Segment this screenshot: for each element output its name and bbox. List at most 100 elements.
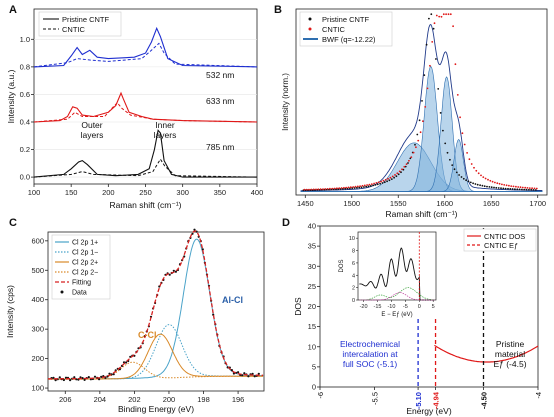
- b-pristine-point: [474, 183, 477, 185]
- c-data-point: [237, 371, 240, 374]
- b-pristine-point: [504, 187, 507, 190]
- a-label-633: 633 nm: [206, 96, 234, 106]
- d-x-tick-label: -5.10: [414, 392, 423, 409]
- b-cntic-point: [519, 186, 522, 189]
- b-x-axis-label: Raman shift (cm⁻¹): [385, 209, 457, 219]
- c-y-tick-label: 300: [31, 325, 44, 334]
- c-data-point: [79, 376, 82, 379]
- c-x-tick-label: 198: [197, 395, 210, 404]
- c-data-point: [257, 372, 260, 375]
- c-data-point: [251, 372, 254, 375]
- b-pristine-point: [400, 171, 402, 174]
- a-y-tick-label: 0.4: [20, 117, 30, 126]
- b-x-tick-label: 1650: [483, 199, 500, 208]
- a-label-785: 785 nm: [206, 142, 234, 152]
- c-y-tick-label: 400: [31, 295, 44, 304]
- d-inset-x-tick-label: 5: [432, 304, 435, 310]
- b-pristine-point: [414, 143, 416, 146]
- d-y-tick-label: 35: [308, 242, 316, 251]
- b-pristine-point: [458, 174, 460, 176]
- c-data-point: [129, 355, 132, 358]
- b-cntic-point: [408, 159, 410, 162]
- b-cntic-point: [440, 15, 443, 18]
- b-cntic-point: [394, 174, 396, 176]
- panel-letter: B: [274, 4, 282, 16]
- b-cntic-point: [331, 187, 334, 190]
- d-y-tick-label: 30: [308, 262, 316, 271]
- b-pristine-point: [444, 142, 447, 145]
- panel-letter: C: [9, 217, 17, 229]
- b-pristine-point: [437, 88, 440, 90]
- d-y-tick-label: 0: [312, 383, 316, 392]
- d-x-tick-label: -5.5: [371, 392, 380, 405]
- d-inset-x-tick-label: 0: [418, 304, 421, 310]
- b-pristine-point: [358, 186, 361, 189]
- b-pristine-point: [407, 162, 409, 164]
- d-inset-partial-dos: [359, 292, 435, 301]
- b-pristine-point: [353, 187, 356, 189]
- c-legend-label: Cl 2p 2−: [72, 270, 98, 277]
- b-cntic-point: [361, 184, 364, 187]
- c-data-point: [87, 376, 90, 379]
- d-inset-x-label: E − Eƒ (eV): [381, 312, 412, 318]
- b-pristine-point: [523, 188, 526, 191]
- d-inset-partial-dos: [359, 287, 435, 301]
- b-cntic-point: [319, 188, 322, 191]
- c-data-point: [69, 379, 72, 382]
- c-legend-label: Cl 2p 2+: [72, 260, 98, 267]
- d-x-tick-label: -4: [534, 392, 543, 399]
- b-cntic-point: [303, 188, 306, 191]
- b-cntic-point: [377, 181, 380, 184]
- b-pristine-point: [467, 180, 470, 183]
- b-x-tick-label: 1450: [297, 199, 314, 208]
- b-pristine-point: [439, 112, 442, 114]
- c-y-tick-label: 200: [31, 354, 44, 363]
- b-cntic-point: [470, 163, 473, 165]
- b-pristine-point: [367, 185, 370, 188]
- b-cntic-point: [424, 106, 427, 108]
- b-cntic-point: [466, 152, 468, 154]
- d-annotation-pristine: Pristine: [496, 339, 525, 349]
- b-cntic-point: [308, 188, 310, 191]
- b-cntic-point: [429, 64, 431, 67]
- b-cntic-point: [412, 151, 415, 154]
- c-x-tick-label: 200: [163, 395, 176, 404]
- b-cntic-point: [510, 185, 513, 188]
- b-cntic-point: [491, 180, 494, 183]
- b-pristine-point: [416, 133, 419, 136]
- d-inset-y-tick-label: 0: [352, 298, 355, 304]
- a-x-tick-label: 100: [28, 188, 41, 197]
- d-annotation-electrochem: Electrochemical: [340, 339, 400, 349]
- b-pristine-point: [381, 182, 384, 184]
- b-pristine-point: [481, 184, 484, 187]
- c-data-point: [193, 228, 196, 231]
- d-legend-label: CNTIC DOS: [484, 232, 525, 241]
- b-pristine-point: [430, 13, 433, 16]
- b-cntic-point: [405, 163, 408, 166]
- b-legend-swatch: [308, 27, 312, 31]
- b-cntic-point: [315, 188, 317, 191]
- b-cntic-point: [368, 183, 371, 186]
- c-fitting-line: [47, 230, 264, 380]
- b-pristine-point: [425, 43, 428, 46]
- c-data-point: [174, 270, 177, 273]
- d-y-tick-label: 20: [308, 302, 316, 311]
- b-cntic-point: [419, 131, 422, 134]
- b-pristine-point: [532, 189, 535, 191]
- b-cntic-point: [359, 185, 361, 188]
- b-pristine-point: [421, 100, 423, 102]
- b-pristine-point: [514, 188, 516, 191]
- b-cntic-point: [468, 158, 471, 161]
- b-cntic-point: [445, 13, 447, 16]
- b-pristine-point: [449, 158, 451, 161]
- b-pristine-point: [379, 182, 381, 185]
- b-pristine-point: [374, 184, 377, 186]
- b-cntic-point: [452, 25, 454, 28]
- panel-a: A 100 150 200 250 300 350 400 0.0 0.2 0.4 0.6 0.8 1.0…: [6, 4, 263, 210]
- c-label-ccl: C-Cl: [138, 330, 157, 340]
- b-cntic-point: [431, 41, 434, 43]
- b-pristine-point: [442, 129, 444, 132]
- b-pristine-point: [351, 187, 354, 190]
- c-x-tick-label: 202: [128, 395, 141, 404]
